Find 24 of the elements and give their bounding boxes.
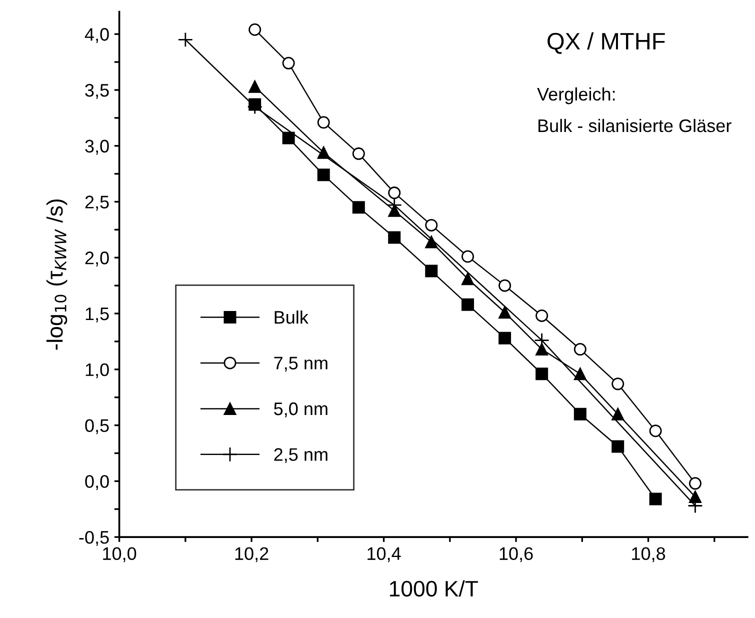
y-tick-label: 0,0 [85, 475, 109, 490]
y-tick-label: 3,5 [85, 84, 109, 99]
y-tick-label: 4,0 [84, 28, 109, 43]
x-tick-label: 10,4 [368, 547, 401, 562]
y-axis-title: -log$_{10}$ (τ$_{KWW}$ /s) [46, 199, 68, 350]
y-tick-label: 2,0 [85, 252, 109, 266]
x-tick-label: 10,0 [103, 547, 136, 562]
y-tick-label: 1,0 [86, 363, 109, 378]
legend-label: 7,5 nm [274, 356, 328, 372]
y-tick-label: 2,5 [85, 196, 109, 211]
y-tick-label: 0,5 [85, 419, 109, 434]
y-tick-label: 3,0 [85, 140, 109, 155]
annotation: Bulk - silanisierte Gläser [538, 118, 732, 132]
legend-label: Bulk [274, 310, 308, 324]
x-tick-label: 10,6 [500, 547, 533, 562]
y-tick-label: 1,5 [86, 308, 109, 322]
annotation: QX / MTHF [548, 32, 665, 54]
x-axis-title: 1000 K/T [390, 580, 478, 597]
legend-label: 5,0 nm [274, 402, 328, 418]
y-tick-label: -0,5 [79, 530, 109, 546]
x-tick-label: 10,2 [235, 547, 268, 562]
legend-label: 2,5 nm [274, 448, 328, 464]
annotation: Vergleich: [537, 87, 615, 104]
x-tick-label: 10,8 [632, 547, 666, 562]
